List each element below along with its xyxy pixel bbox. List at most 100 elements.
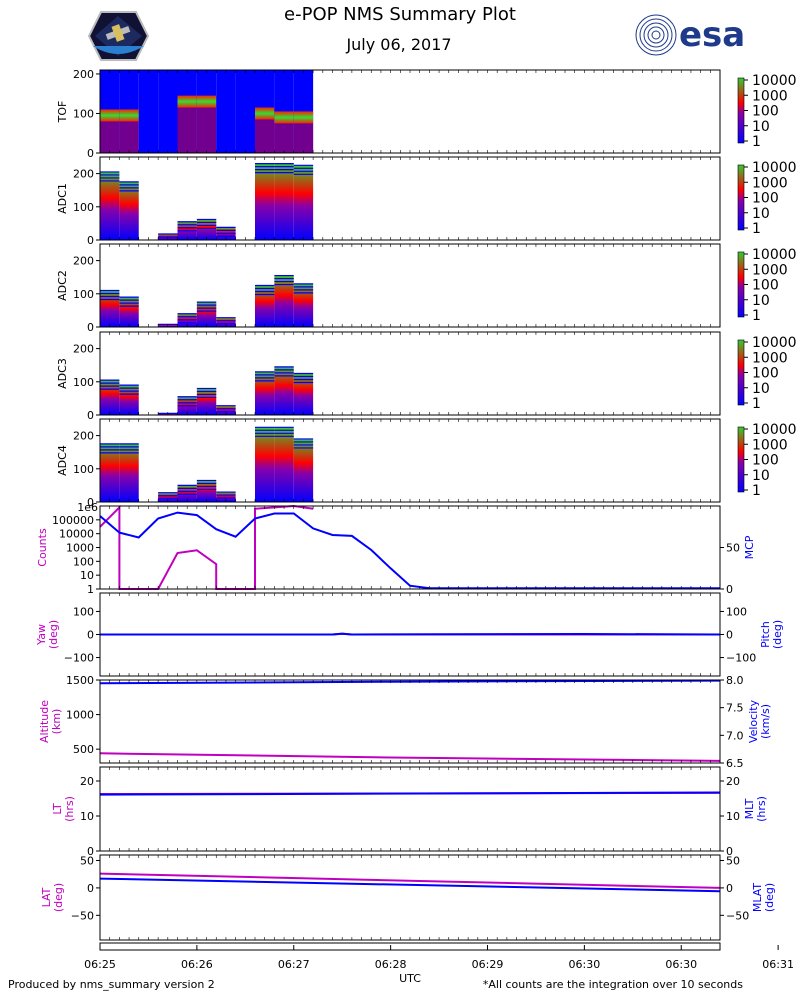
spectrogram-block (100, 171, 120, 240)
lat-line (99, 872, 721, 889)
esa-logo-text: esa (679, 15, 745, 55)
mlt-axis-label-line: MLT (743, 798, 756, 819)
colorbar-tick-label: 1000 (752, 88, 788, 104)
lat-tick-label: −50 (71, 909, 94, 922)
spectrogram-lowband (177, 107, 197, 153)
colorbar-tick-label: 100 (752, 191, 779, 207)
colorbar-tick-label: 1 (752, 134, 761, 150)
mlat-tick-label: 50 (726, 854, 740, 867)
mlat-axis-label-line: MLAT (751, 883, 764, 913)
colorbar-tick-label: 1 (752, 483, 761, 499)
mlt-tick-label: 10 (726, 810, 740, 823)
panel-label-line: TOF (56, 101, 69, 124)
spectrogram-block (196, 480, 217, 502)
panel-label-line: ADC2 (56, 270, 69, 301)
spectrogram-band (255, 107, 275, 120)
mlt-tick-label: 0 (726, 845, 733, 858)
colorbar-tick-label: 10000 (752, 73, 797, 89)
colorbar-tick-label: 1 (752, 221, 761, 237)
spectrogram-band (100, 109, 120, 122)
y-tick-label: 0 (87, 409, 94, 422)
spectrogram-block (293, 165, 314, 240)
counts-axis-label-line: Counts (36, 528, 49, 567)
spectrogram-block (255, 427, 275, 502)
counts-axis-label: Counts (36, 528, 49, 567)
colorbar-tick-label: 100 (752, 278, 779, 294)
yaw-tick-label: 100 (73, 605, 94, 618)
panel-label-line: ADC4 (56, 445, 69, 476)
x-tick-label: 06:31 (762, 958, 794, 971)
lt-axis-label-line: LT (51, 803, 64, 815)
altitude-axis-label-line: Altitude (38, 700, 51, 743)
colorbar-tick-label: 10 (752, 381, 770, 397)
plot-title: e-POP NMS Summary Plot (284, 4, 516, 25)
lt-axis-label-line: (hrs) (63, 796, 76, 822)
colorbar (737, 164, 745, 231)
lt-tick-label: 10 (80, 810, 94, 823)
panel-label: ADC4 (56, 445, 69, 476)
colorbar-tick-label: 1000 (752, 175, 788, 191)
spectrogram-band (293, 111, 314, 124)
plot-date: July 06, 2017 (345, 35, 451, 54)
colorbar (737, 251, 745, 318)
mlat-axis-label-line: (deg) (763, 883, 776, 912)
epop-mission-patch-icon (87, 11, 150, 61)
spectrogram-block (158, 70, 178, 153)
panel-label-line: ADC1 (56, 183, 69, 214)
time-frame (99, 766, 721, 852)
spectrogram-block (274, 163, 294, 240)
spectrogram-block (216, 492, 236, 502)
pitch-axis-label-line: (deg) (771, 620, 784, 649)
mlat-axis-label: MLAT (deg) (751, 883, 776, 913)
velocity-tick-label: 7.0 (726, 729, 744, 742)
x-tick-label: 06:25 (84, 958, 116, 971)
colorbar-tick-label: 10000 (752, 247, 797, 263)
colorbar-tick-label: 10 (752, 206, 770, 222)
x-tick-label: 06:29 (472, 958, 504, 971)
y-tick-label: 200 (73, 68, 94, 81)
panel-label: ADC1 (56, 183, 69, 214)
counts-line (99, 504, 314, 590)
pitch-axis-label: Pitch (deg) (759, 620, 784, 649)
y-tick-label: 100 (73, 288, 94, 301)
colorbar-tick-label: 10 (752, 468, 770, 484)
colorbar (737, 426, 745, 493)
spectrogram-block (255, 285, 275, 327)
x-tick-label: 06:28 (375, 958, 407, 971)
y-tick-label: 100 (73, 107, 94, 120)
mcp-line (99, 511, 720, 590)
spectrogram-band (119, 109, 139, 122)
counts-tick-label: 10000 (59, 528, 94, 541)
x-tick-label: 06:30 (665, 958, 697, 971)
mlt-axis-label-line: (hrs) (755, 796, 768, 822)
spectrogram-lowband (255, 119, 275, 153)
pitch-tick-label: −100 (726, 652, 756, 665)
velocity-axis-label: Velocity (km/s) (747, 699, 772, 743)
spectrogram-block (293, 283, 314, 327)
lat-axis-label-line: (deg) (52, 883, 65, 912)
spectrogram-lowband (119, 121, 139, 153)
lt-tick-label: 0 (87, 845, 94, 858)
colorbar-tick-label: 100 (752, 453, 779, 469)
colorbar-tick-label: 1000 (752, 437, 788, 453)
yaw-tick-label: −100 (64, 652, 94, 665)
mlt-line (99, 791, 721, 796)
counts-corner-label: 1e6 (77, 501, 98, 514)
colorbar-tick-label: 10 (752, 119, 770, 135)
y-tick-label: 0 (87, 321, 94, 334)
mlat-tick-label: 0 (726, 882, 733, 895)
colorbar-tick-label: 10000 (752, 335, 797, 351)
spectrogram-block (274, 275, 294, 327)
altitude-tick-label: 500 (73, 743, 94, 756)
spectrogram-band (274, 111, 294, 124)
spectrogram-lowband (100, 121, 120, 153)
pitch-line (100, 632, 721, 636)
mlt-axis-label: MLT (hrs) (743, 796, 768, 822)
velocity-axis-label-line: (km/s) (759, 704, 772, 739)
velocity-tick-label: 7.5 (726, 702, 744, 715)
altitude-line (99, 752, 721, 762)
mcp-tick-label: 50 (726, 542, 740, 555)
altitude-axis-label: Altitude (km) (38, 700, 63, 743)
pitch-axis-label-line: Pitch (759, 621, 772, 648)
colorbar-tick-label: 1 (752, 396, 761, 412)
